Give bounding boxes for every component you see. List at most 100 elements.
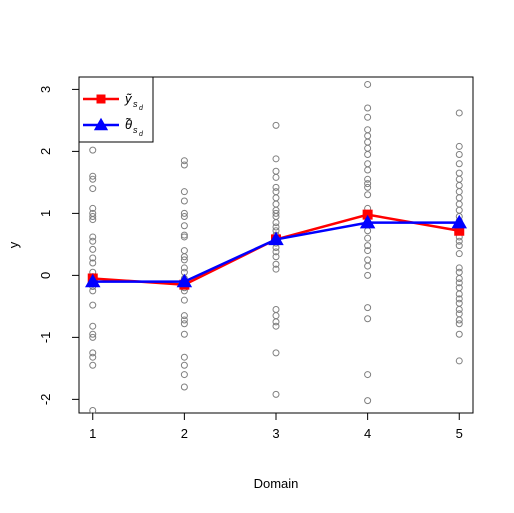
data-point bbox=[180, 222, 188, 230]
data-point bbox=[272, 200, 280, 208]
data-point bbox=[364, 247, 372, 255]
data-point bbox=[455, 250, 463, 258]
y-tick-label: 2 bbox=[38, 148, 53, 155]
series-marker bbox=[176, 273, 193, 288]
legend-label-subsubscript: d bbox=[139, 131, 144, 138]
data-point bbox=[364, 144, 372, 152]
data-point bbox=[364, 104, 372, 112]
data-point bbox=[180, 320, 188, 328]
x-tick-label: 5 bbox=[456, 426, 463, 441]
data-point bbox=[180, 383, 188, 391]
legend-label: ỹ bbox=[124, 91, 133, 106]
data-point bbox=[364, 113, 372, 121]
data-point bbox=[364, 150, 372, 158]
data-point bbox=[89, 245, 97, 253]
data-point bbox=[455, 150, 463, 158]
data-point bbox=[180, 157, 188, 165]
y-tick-label: 0 bbox=[38, 272, 53, 279]
data-point bbox=[180, 256, 188, 264]
data-point bbox=[89, 216, 97, 224]
data-point bbox=[364, 183, 372, 191]
data-point bbox=[89, 233, 97, 241]
legend-label-subscript: s bbox=[133, 99, 138, 109]
data-point bbox=[272, 322, 280, 330]
data-point bbox=[272, 349, 280, 357]
data-point bbox=[272, 265, 280, 273]
data-point bbox=[272, 318, 280, 326]
data-point bbox=[180, 296, 188, 304]
data-point bbox=[272, 219, 280, 227]
data-point bbox=[364, 304, 372, 312]
data-point bbox=[180, 233, 188, 241]
y-tick-label: 1 bbox=[38, 210, 53, 217]
series-marker bbox=[359, 214, 376, 229]
data-point bbox=[455, 305, 463, 313]
data-point bbox=[455, 290, 463, 298]
legend-box bbox=[78, 76, 154, 143]
legend-label: θ̃ bbox=[125, 117, 132, 132]
data-point bbox=[455, 200, 463, 208]
data-point bbox=[364, 180, 372, 188]
data-point bbox=[364, 371, 372, 379]
data-point bbox=[89, 259, 97, 267]
series-theta_tilde bbox=[85, 214, 467, 288]
data-point bbox=[455, 206, 463, 214]
y-tick-label: -2 bbox=[38, 394, 53, 406]
x-axis-title: Domain bbox=[254, 476, 299, 491]
data-point bbox=[455, 320, 463, 328]
data-point bbox=[180, 161, 188, 169]
data-point bbox=[364, 175, 372, 183]
data-point bbox=[180, 247, 188, 255]
data-point bbox=[455, 264, 463, 272]
data-point bbox=[364, 191, 372, 199]
data-point bbox=[455, 169, 463, 177]
data-point bbox=[364, 80, 372, 88]
data-point bbox=[272, 253, 280, 261]
data-point bbox=[455, 242, 463, 250]
data-point bbox=[272, 312, 280, 320]
data-point bbox=[272, 183, 280, 191]
series-marker bbox=[85, 273, 101, 288]
data-point bbox=[272, 390, 280, 398]
data-point bbox=[180, 231, 188, 239]
data-point bbox=[272, 223, 280, 231]
data-point bbox=[89, 175, 97, 183]
data-point bbox=[364, 262, 372, 270]
data-point bbox=[272, 121, 280, 129]
data-point bbox=[272, 305, 280, 313]
data-point bbox=[89, 301, 97, 309]
data-point bbox=[180, 353, 188, 361]
data-point bbox=[364, 160, 372, 168]
data-point bbox=[89, 204, 97, 212]
data-point bbox=[89, 353, 97, 361]
data-point bbox=[272, 155, 280, 163]
x-tick-label: 4 bbox=[364, 426, 371, 441]
data-point bbox=[272, 194, 280, 202]
data-point bbox=[455, 330, 463, 338]
data-point bbox=[89, 322, 97, 330]
legend-label-subsubscript: d bbox=[139, 105, 144, 112]
series-marker bbox=[268, 231, 284, 246]
data-point bbox=[89, 330, 97, 338]
data-point bbox=[455, 268, 463, 276]
x-tick-label: 2 bbox=[181, 426, 188, 441]
data-point bbox=[89, 287, 97, 295]
data-point bbox=[272, 173, 280, 181]
data-point bbox=[364, 315, 372, 323]
data-point bbox=[364, 166, 372, 174]
x-axis: 1 2 3 4 5 bbox=[89, 413, 463, 441]
data-point bbox=[455, 237, 463, 245]
data-point bbox=[89, 349, 97, 357]
data-point bbox=[272, 260, 280, 268]
data-point bbox=[180, 253, 188, 261]
data-point bbox=[89, 212, 97, 220]
data-point bbox=[455, 109, 463, 117]
data-point bbox=[455, 181, 463, 189]
data-point bbox=[364, 138, 372, 146]
data-point bbox=[364, 132, 372, 140]
legend: ỹ s dθ̃ s d bbox=[78, 76, 154, 143]
data-point bbox=[364, 234, 372, 242]
y-tick-label: -1 bbox=[38, 332, 53, 344]
data-point bbox=[455, 295, 463, 303]
